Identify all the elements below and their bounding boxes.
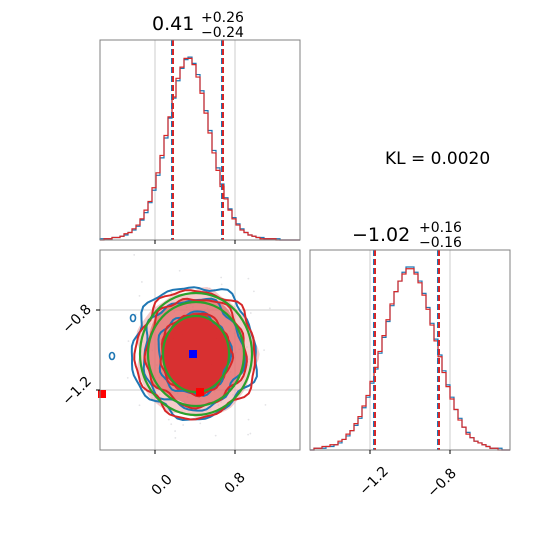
scatter-point [138,295,141,297]
scatter-point [199,422,202,425]
title-minus-0: −0.24 [201,25,244,41]
scatter-point [252,290,255,293]
contour-outlier-blue-1 [108,351,116,361]
x-tick-label-3: −0.8 [424,465,459,500]
scatter-point [182,424,185,426]
scatter-point [138,404,141,407]
marginal-y-panel [309,249,511,454]
title-plus-0: +0.26 [201,10,244,26]
scatter-point [249,312,252,314]
scatter-point [220,276,223,279]
scatter-point [264,403,267,406]
marker-red [196,388,204,396]
title-main-1: −1.02 [352,224,410,246]
title-minus-1: −0.16 [419,235,462,251]
contour-line-green-1 [146,300,246,408]
title-main-0: 0.41 [152,13,194,35]
marginal-x-panel [99,39,301,244]
y-tick-label-1: −1.2 [59,373,94,408]
scatter-point [249,432,252,435]
scatter-point [133,254,136,256]
scatter-point [126,376,129,379]
scatter-point [140,281,143,283]
frame-marginal-y [309,249,511,451]
scatter-point [127,340,130,343]
contour-line-green-2 [138,291,254,417]
scatter-point [174,430,176,432]
scatter-point [247,277,250,280]
x-tick-label-2: −1.2 [356,463,391,498]
x-tick-label-0: 0.0 [149,472,176,499]
scatter-point [170,423,173,426]
kl-annotation: KL = 0.0020 [385,149,490,169]
scatter-point [268,307,271,310]
scatter-point [167,418,170,421]
scatter-point [220,283,223,286]
joint-2d-panel [96,249,301,454]
scatter-point [174,437,177,439]
hist-y-blue [310,266,510,451]
frame-joint [99,249,301,451]
scatter-point [170,291,173,294]
hist-y-red [310,268,510,451]
title-param-1: −1.02 +0.16 −0.16 [352,220,462,251]
x-tick-label-1: 0.8 [222,470,249,497]
scatter-point [263,349,265,351]
marker-blue [189,350,197,358]
scatter-point [178,269,181,272]
hist-x-red [100,57,300,241]
scatter-point [214,434,217,437]
contour-outlier-blue-0 [129,313,137,323]
scatter-point [247,433,250,436]
title-param-0: 0.41 +0.26 −0.24 [152,10,244,41]
y-tick-label-0: −0.8 [59,301,94,336]
marker-red-edge [98,390,106,398]
title-plus-1: +0.16 [419,220,462,236]
scatter-point [247,418,250,421]
frame-marginal-x [99,39,301,241]
